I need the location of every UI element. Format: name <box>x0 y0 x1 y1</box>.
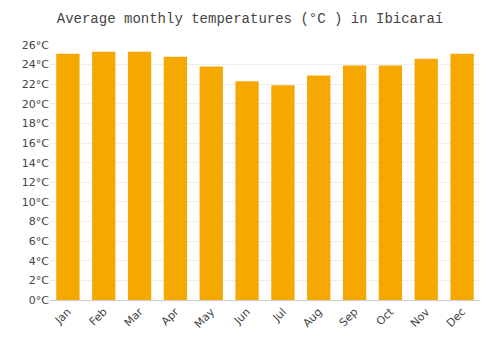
svg-text:Sep: Sep <box>337 306 361 330</box>
svg-text:Average monthly temperatures (: Average monthly temperatures (°C ) in Ib… <box>57 11 443 27</box>
svg-text:Jan: Jan <box>52 306 74 328</box>
svg-text:16°C: 16°C <box>22 137 49 150</box>
svg-text:Mar: Mar <box>122 305 146 329</box>
svg-text:8°C: 8°C <box>29 215 49 228</box>
svg-text:12°C: 12°C <box>22 176 49 189</box>
svg-text:Jun: Jun <box>231 305 253 327</box>
svg-text:6°C: 6°C <box>29 235 49 248</box>
svg-text:20°C: 20°C <box>22 98 49 111</box>
svg-text:10°C: 10°C <box>22 196 49 209</box>
svg-text:2°C: 2°C <box>29 274 49 287</box>
svg-text:Aug: Aug <box>300 306 324 330</box>
svg-text:Oct: Oct <box>374 305 397 328</box>
svg-text:0°C: 0°C <box>29 294 49 307</box>
svg-text:Apr: Apr <box>159 305 182 328</box>
svg-text:18°C: 18°C <box>22 117 49 130</box>
svg-text:Jul: Jul <box>270 306 289 325</box>
svg-text:22°C: 22°C <box>22 78 49 91</box>
svg-text:24°C: 24°C <box>22 58 49 71</box>
svg-text:Nov: Nov <box>408 305 433 330</box>
svg-text:14°C: 14°C <box>22 157 49 170</box>
svg-text:26°C: 26°C <box>22 39 49 52</box>
svg-text:May: May <box>192 305 218 331</box>
svg-text:4°C: 4°C <box>29 255 49 268</box>
svg-text:Dec: Dec <box>444 306 468 330</box>
svg-text:Feb: Feb <box>87 306 110 329</box>
